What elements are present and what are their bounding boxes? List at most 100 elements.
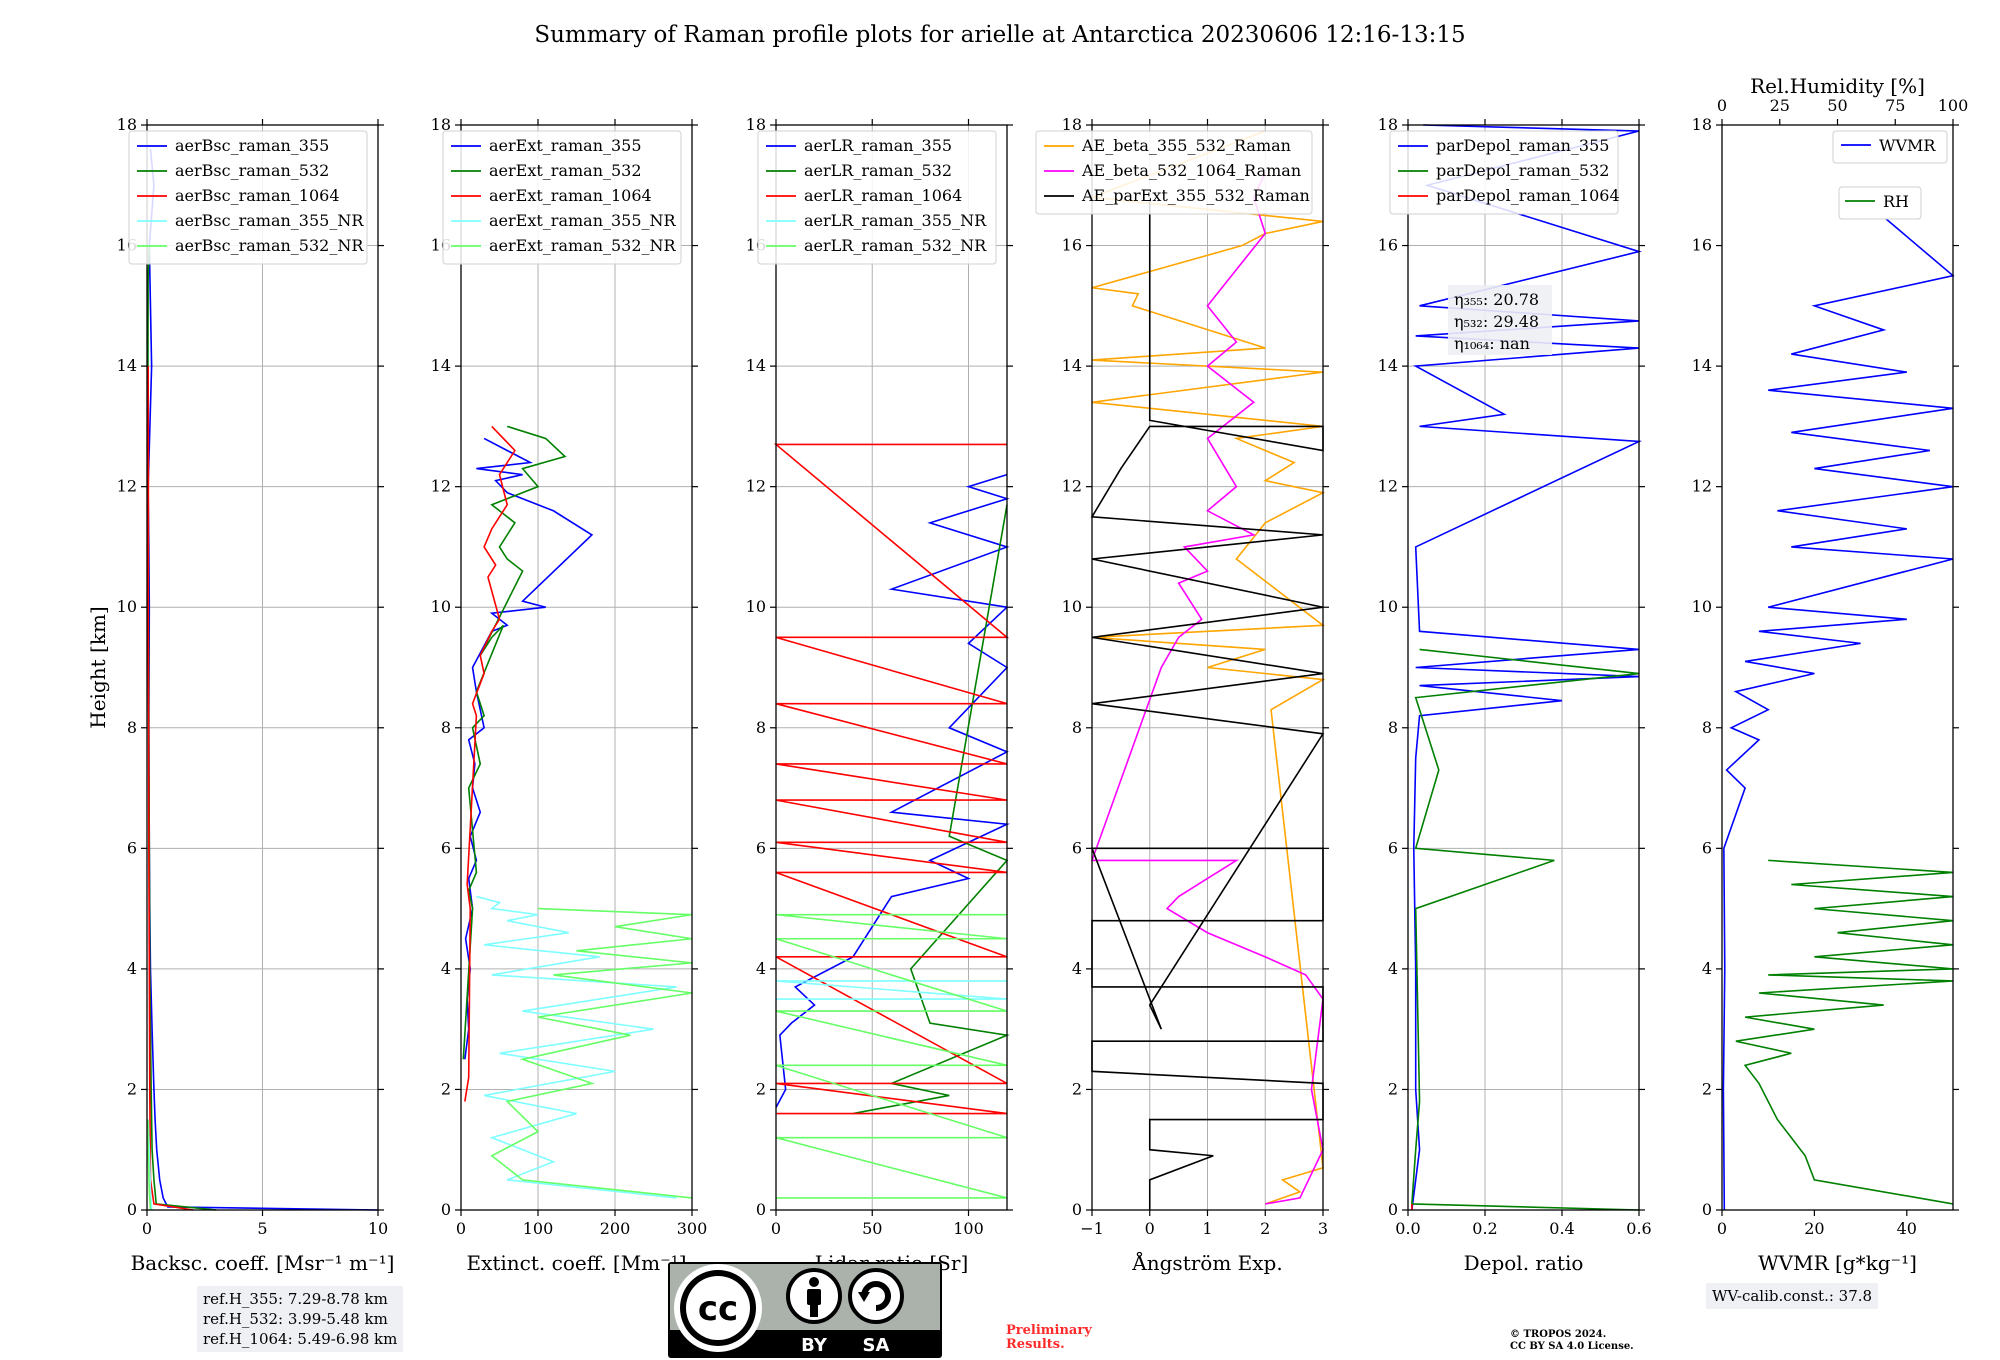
y-tick-label: 8 (1702, 718, 1712, 737)
legend-entry: aerExt_raman_1064 (489, 186, 652, 205)
y-tick-label: 2 (1702, 1079, 1712, 1098)
plot-frame (146, 124, 379, 1211)
legend-entry: aerLR_raman_532_NR (804, 236, 987, 255)
x-axis-label: Extinct. coeff. [Mm⁻¹] (466, 1251, 686, 1275)
legend-box (442, 130, 682, 265)
y-tick-label: 2 (127, 1079, 137, 1098)
y-tick-label: 18 (1692, 115, 1712, 134)
plot-frame (460, 124, 693, 1211)
series-line-aerExt_raman_532_NR (490, 907, 693, 1199)
y-tick-label: 12 (1692, 477, 1712, 496)
legend-entry: aerLR_raman_1064 (804, 186, 962, 205)
series-line-RH (1735, 859, 1954, 1205)
annotation-box (1448, 285, 1552, 355)
legend-entry-rh: RH (1883, 192, 1909, 211)
top-x-tick-label: 0 (1717, 96, 1727, 115)
legend-entry: aerBsc_raman_1064 (175, 186, 340, 205)
legend-entry: aerExt_raman_532_NR (489, 236, 677, 255)
plot-frame (1721, 124, 1954, 1211)
legend-entry: aerLR_raman_355_NR (804, 211, 987, 230)
legend-box (128, 130, 368, 265)
series-line-aerLR_raman_532 (852, 504, 1010, 1115)
series-line-aerLR_raman_1064 (773, 443, 1010, 1115)
copyright-line-1: © TROPOS 2024. (1510, 1329, 1607, 1340)
legend-entry: aerExt_raman_355 (489, 136, 642, 155)
y-tick-label: 8 (1388, 718, 1398, 737)
series-line-aerLR_raman_532_NR (775, 913, 1008, 1199)
legend-entry: aerBsc_raman_355_NR (175, 211, 364, 230)
legend-entry: aerExt_raman_355_NR (489, 211, 677, 230)
x-tick-label: 0 (1717, 1219, 1727, 1238)
series-line-parDepol_raman_532 (1410, 648, 1640, 1211)
y-tick-label: 18 (1062, 115, 1082, 134)
top-x-tick-label: 25 (1770, 96, 1790, 115)
y-tick-label: 6 (127, 838, 137, 857)
y-tick-label: 14 (431, 356, 451, 375)
x-axis-label: WVMR [g*kg⁻¹] (1758, 1251, 1917, 1275)
legend-box-wvmr (1832, 130, 1948, 164)
y-tick-label: 14 (117, 356, 137, 375)
series-line-aerBsc_raman_532_NR (147, 1119, 152, 1211)
refh-355: ref.H_355: 7.29-8.78 km (203, 1290, 388, 1308)
x-tick-label: 0 (771, 1219, 781, 1238)
y-tick-label: 4 (1388, 959, 1398, 978)
top-axis-label: Rel.Humidity [%] (1750, 74, 1925, 98)
y-tick-label: 4 (127, 959, 137, 978)
x-tick-label: 40 (1897, 1219, 1917, 1238)
legend-entry: aerLR_raman_355 (804, 136, 952, 155)
plot-frame (1091, 124, 1324, 1211)
legend-entry: parDepol_raman_532 (1436, 161, 1609, 180)
y-tick-label: 18 (746, 115, 766, 134)
y-tick-label: 16 (1692, 236, 1712, 255)
legend-box-rh (1838, 186, 1922, 220)
y-tick-label: 0 (1072, 1200, 1082, 1219)
refh-info-box: ref.H_355: 7.29-8.78 km ref.H_532: 3.99-… (197, 1286, 404, 1352)
y-tick-label: 6 (756, 838, 766, 857)
x-tick-label: 2 (1260, 1219, 1270, 1238)
x-tick-label: 5 (257, 1219, 267, 1238)
y-tick-label: 10 (1692, 597, 1712, 616)
x-tick-label: 0.2 (1472, 1219, 1497, 1238)
refh-1064: ref.H_1064: 5.49-6.98 km (203, 1330, 398, 1348)
x-tick-label: 20 (1804, 1219, 1824, 1238)
y-tick-label: 2 (1388, 1079, 1398, 1098)
series-line-aerExt_raman_355_NR (476, 895, 677, 1199)
x-tick-label: 0.4 (1549, 1219, 1574, 1238)
wv-calib-box: WV-calib.const.: 37.8 (1706, 1283, 1879, 1309)
y-tick-label: 16 (1378, 236, 1398, 255)
refh-532: ref.H_532: 3.99-5.48 km (203, 1310, 388, 1328)
legend-box (1389, 130, 1619, 215)
annotation-text: η₅₃₂: 29.48 (1454, 312, 1539, 331)
y-tick-label: 8 (1072, 718, 1082, 737)
x-axis-label: Ångström Exp. (1131, 1250, 1282, 1275)
top-x-tick-label: 75 (1885, 96, 1905, 115)
x-tick-label: 100 (523, 1219, 554, 1238)
y-tick-label: 0 (1388, 1200, 1398, 1219)
y-tick-label: 4 (1702, 959, 1712, 978)
annotation-text: η₁₀₆₄: nan (1454, 334, 1530, 353)
x-axis-label: Backsc. coeff. [Msr⁻¹ m⁻¹] (131, 1251, 395, 1275)
y-tick-label: 8 (441, 718, 451, 737)
y-tick-label: 12 (431, 477, 451, 496)
x-tick-label: 0.6 (1626, 1219, 1651, 1238)
y-tick-label: 12 (117, 477, 137, 496)
cc-sa-label: SA (863, 1335, 890, 1356)
plot-frame (775, 124, 1008, 1211)
top-x-tick-label: 100 (1938, 96, 1969, 115)
x-axis-label: Depol. ratio (1464, 1251, 1584, 1275)
x-tick-label: 200 (600, 1219, 631, 1238)
series-line-aerLR_raman_355 (775, 473, 1010, 1108)
y-tick-label: 0 (1702, 1200, 1712, 1219)
series-line-WVMR (1722, 196, 1955, 1211)
x-tick-label: 0.0 (1395, 1219, 1420, 1238)
top-x-tick-label: 50 (1827, 96, 1847, 115)
y-tick-label: 4 (441, 959, 451, 978)
copyright-line-2: CC BY SA 4.0 License. (1510, 1341, 1634, 1352)
share-alike-icon (848, 1268, 904, 1324)
legend-entry: parDepol_raman_1064 (1436, 186, 1620, 205)
legend-entry: AE_beta_355_532_Raman (1081, 136, 1291, 155)
y-tick-label: 6 (441, 838, 451, 857)
y-tick-label: 2 (1072, 1079, 1082, 1098)
y-tick-label: 4 (756, 959, 766, 978)
y-tick-label: 16 (1062, 236, 1082, 255)
